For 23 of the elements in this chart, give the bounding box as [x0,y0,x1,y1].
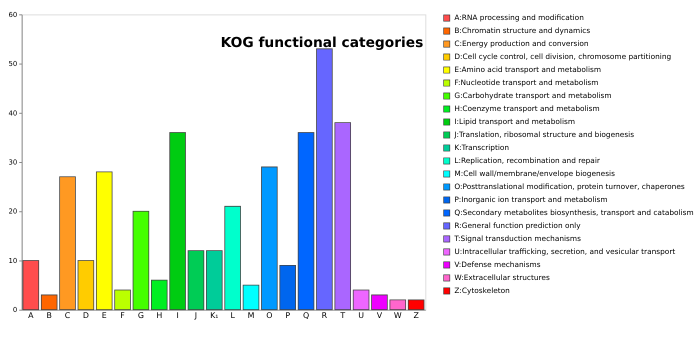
x-tick-label: O [266,311,272,320]
x-tick-label: W [394,311,402,320]
x-tick-label: C [64,311,71,320]
x-tick-label: K₁ [210,311,218,320]
x-tick-label: Q [302,311,310,320]
x-tick-label: D [82,311,89,320]
x-tick-label: R [322,311,328,320]
x-tick-label: F [120,311,126,320]
x-tick-label: H [156,311,162,320]
x-tick-label: G [138,311,144,320]
x-tick-label: V [376,311,383,320]
x-tick-label: E [102,311,107,320]
x-tick-label: I [176,311,179,320]
x-tick-label: P [285,311,290,320]
x-tick-label: B [46,311,52,320]
text: KOG functional categories [220,34,424,51]
x-tick-label: U [358,311,364,320]
x-tick-label: J [194,311,198,320]
x-tick-label: M [248,311,255,320]
x-tick-label: Z [413,311,420,320]
x-tick-label: A [28,311,34,320]
x-tick-label: T [339,311,346,320]
x-tick-label: L [230,311,236,320]
